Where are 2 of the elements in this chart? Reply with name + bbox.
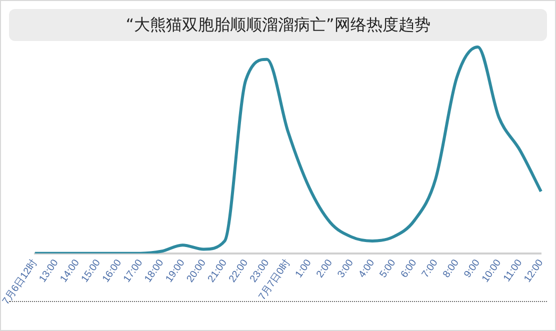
chart-title: “大熊猫双胞胎顺顺溜溜病亡”网络热度趋势 [126, 14, 430, 36]
x-tick-label: 7月6日12时 [0, 257, 40, 307]
